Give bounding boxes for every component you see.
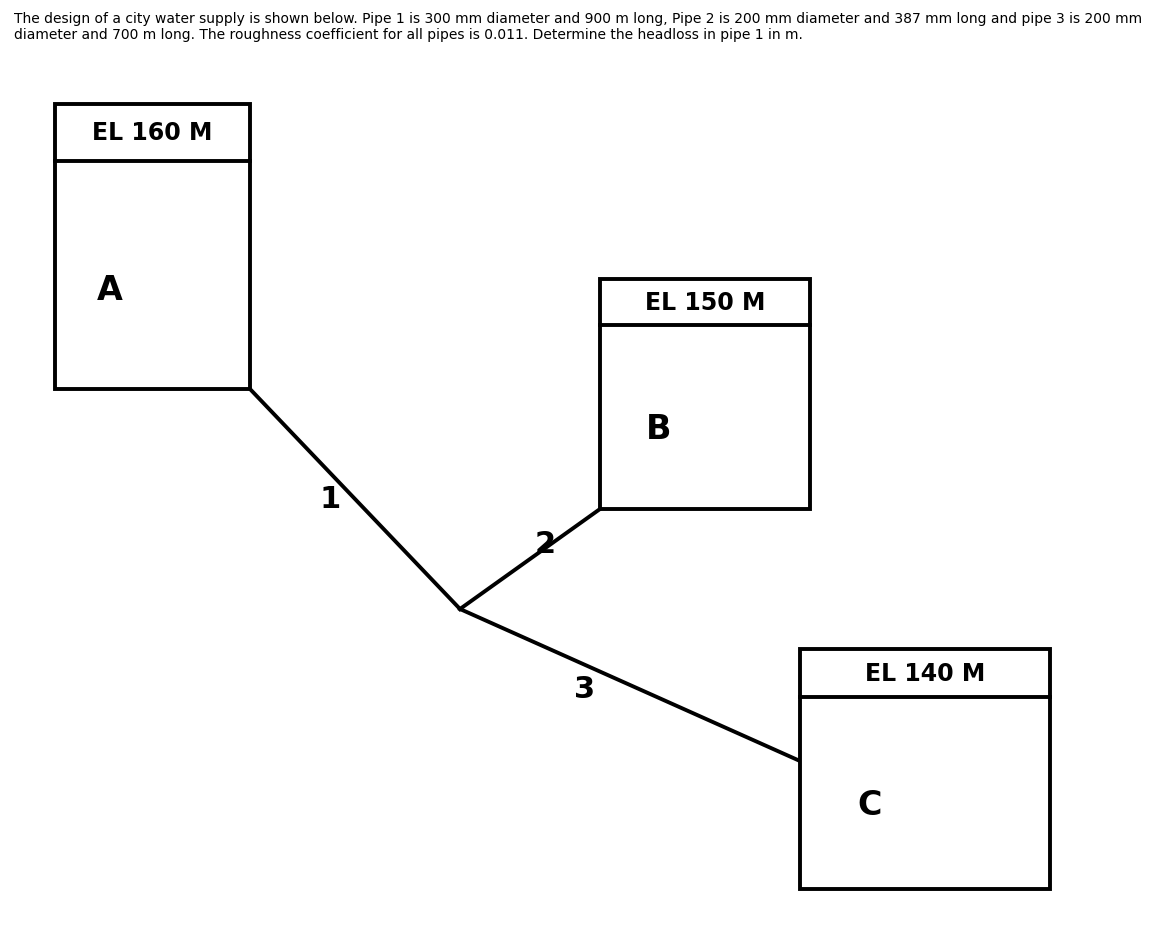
Text: EL 160 M: EL 160 M — [92, 122, 213, 145]
Text: 2: 2 — [535, 530, 555, 559]
Text: B: B — [646, 413, 672, 446]
Text: EL 150 M: EL 150 M — [645, 291, 766, 314]
Bar — [799, 650, 1050, 889]
Text: The design of a city water supply is shown below. Pipe 1 is 300 mm diameter and : The design of a city water supply is sho… — [14, 12, 1142, 42]
Bar — [55, 105, 250, 389]
Text: 1: 1 — [320, 485, 340, 514]
Bar — [600, 280, 810, 509]
Text: EL 140 M: EL 140 M — [865, 662, 985, 685]
Text: 3: 3 — [574, 675, 596, 704]
Text: A: A — [96, 273, 122, 306]
Text: C: C — [858, 789, 882, 822]
